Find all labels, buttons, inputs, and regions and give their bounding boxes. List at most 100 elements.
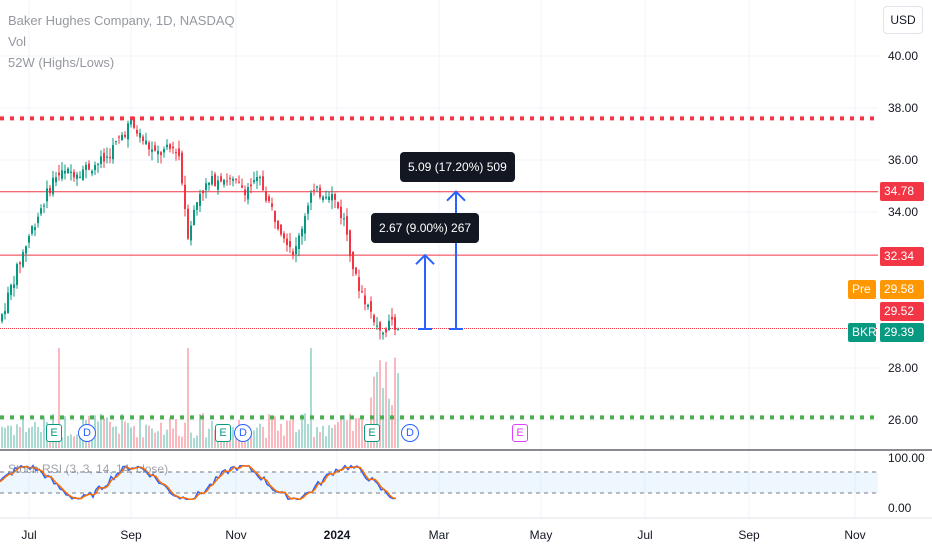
measure-arrow-2-head [446,190,466,202]
earnings-event-1[interactable]: E [46,424,62,442]
candle-body [271,203,273,208]
candle-body [172,146,174,149]
candle-body [76,174,78,179]
time-tick: 2024 [324,528,351,542]
last-value-tag: 29.52 [880,302,924,321]
volume-bar [25,432,27,448]
candle-body [235,179,237,181]
candle-body [100,156,102,164]
volume-bar [349,413,351,448]
candle-body [181,152,183,184]
volume-bar [337,422,339,448]
candle-body [280,224,282,235]
volume-bar [358,417,360,448]
volume-bar [313,436,315,448]
candle-body [223,179,225,185]
candle-body [238,181,240,183]
candle-body [337,202,339,209]
candle-body [169,144,171,149]
volume-bar [286,420,288,448]
volume-bar [133,425,135,448]
volume-bar [7,425,9,448]
volume-bar [328,425,330,448]
price-tick: 34.00 [888,205,918,219]
volume-bar [124,421,126,448]
volume-bar [37,427,39,448]
volume-bar [205,437,207,448]
volume-bar [316,426,318,448]
earnings-event-2[interactable]: E [215,424,231,442]
price-tick: 36.00 [888,153,918,167]
candle-body [58,172,60,176]
time-tick: Sep [738,528,760,542]
candle-body [253,180,255,183]
volume-bar [175,419,177,448]
candle-body [124,134,126,137]
candle-body [163,149,165,153]
volume-bar [34,421,36,448]
volume-bar [262,426,264,448]
candle-body [112,145,114,160]
currency-button[interactable]: USD [883,6,923,34]
candle-body [31,226,33,234]
volume-bar [325,436,327,448]
candle-body [79,176,81,178]
candle-body [190,225,192,241]
volume-bar [190,432,192,448]
dividend-event-1[interactable]: D [78,424,96,442]
candle-body [394,317,396,330]
candle-body [166,144,168,148]
candle-body [121,134,123,141]
volume-bar [331,427,333,448]
candle-body [250,184,252,187]
vol-indicator[interactable]: Vol [8,34,27,49]
candle-body [262,176,264,191]
symbol-title[interactable]: Baker Hughes Company, 1D, NASDAQ [8,13,235,28]
volume-bar [43,416,45,448]
volume-bar [391,405,393,448]
volume-bar [334,424,336,448]
osc-tick: 0.00 [888,501,912,515]
candle-body [385,328,387,333]
volume-bar [193,437,195,448]
volume-bar [346,420,348,448]
upcoming-earnings-event[interactable]: E [512,424,528,442]
candle-body [322,196,324,201]
highs-lows-indicator[interactable]: 52W (Highs/Lows) [8,55,115,70]
candle-body [139,132,141,138]
volume-bar [340,416,342,448]
grid [0,0,878,518]
volume-bar [76,434,78,448]
volume-bar [268,414,270,448]
earnings-event-3[interactable]: E [364,424,380,442]
candle-body [367,304,369,307]
volume-bar [199,413,201,448]
candle-body [82,169,84,181]
candle-body [13,284,15,288]
candle-body [157,150,159,155]
candle-body [151,149,153,152]
candle-body [334,194,336,200]
volume-bar [196,435,198,448]
candle-body [127,123,129,140]
candle-body [364,295,366,305]
candle-body [148,142,150,150]
candle-body [103,152,105,162]
volume-bar [265,437,267,448]
candle-body [328,196,330,200]
candle-body [211,176,213,185]
volume-bar [1,426,3,448]
stoch-rsi-label[interactable]: Stoch RSI (3, 3, 14, 14, close) [8,462,169,476]
candle-body [19,262,21,265]
dividend-event-3[interactable]: D [401,424,419,442]
volume-bar [91,437,93,448]
stoch-rsi-pane [0,464,878,501]
price-tick: 28.00 [888,361,918,375]
volume-bar [19,426,21,448]
candle-body [67,168,69,174]
dividend-event-2[interactable]: D [234,424,252,442]
volume-bar [355,418,357,448]
candle-body [208,182,210,185]
volume-bar [103,418,105,448]
